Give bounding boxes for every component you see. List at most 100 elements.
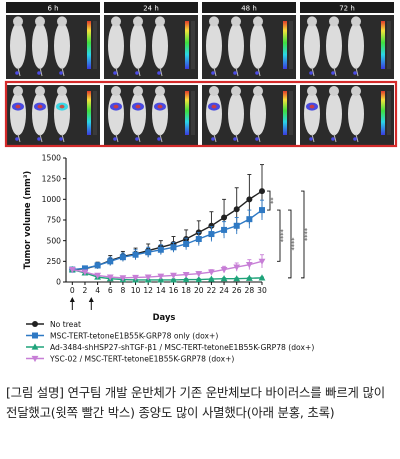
- data-point: [259, 207, 265, 214]
- data-point: [233, 264, 241, 271]
- color-scale-bar: [185, 21, 189, 69]
- x-tick-label: 8: [120, 286, 125, 295]
- x-tick-label: 24: [219, 286, 229, 295]
- data-point: [132, 274, 139, 282]
- data-point: [208, 222, 215, 229]
- mouse-image: [326, 92, 342, 136]
- mouse-image: [304, 92, 320, 136]
- legend-entry: YSC-02 / MSC-TERT-tetoneE1B55K-GRP78 (do…: [26, 354, 234, 363]
- data-point: [144, 274, 152, 281]
- color-scale-bar: [87, 21, 91, 69]
- x-tick-label: 22: [207, 286, 217, 295]
- data-point: [183, 240, 190, 247]
- mouse-image: [250, 92, 266, 136]
- x-tick-label: 28: [245, 286, 255, 295]
- mouse-image: [348, 22, 364, 69]
- mouse-image: [10, 22, 26, 69]
- significance-bracket: **: [267, 190, 277, 211]
- data-point: [182, 275, 190, 283]
- data-point: [157, 246, 164, 253]
- x-tick-label: 10: [131, 286, 141, 295]
- x-tick-label: 6: [108, 286, 113, 295]
- data-point: [245, 262, 253, 269]
- mouse-image: [152, 22, 168, 69]
- mouse-image: [250, 22, 266, 69]
- color-scale-bar: [87, 91, 91, 135]
- data-point: [195, 275, 203, 283]
- x-tick-label: 16: [169, 286, 179, 295]
- timepoint-header: [300, 2, 394, 13]
- data-point: [182, 271, 190, 279]
- timepoint-header: [104, 2, 198, 13]
- mouse-image: [54, 22, 70, 69]
- data-point: [145, 249, 152, 256]
- series-3: [68, 254, 266, 282]
- timepoint-label: 6 h: [47, 5, 58, 13]
- data-point: [195, 271, 203, 278]
- significance-label: ****: [303, 227, 311, 241]
- data-point: [81, 265, 88, 272]
- data-point: [107, 258, 114, 265]
- y-tick-label: 1250: [42, 174, 61, 183]
- series-line: [72, 260, 263, 279]
- x-tick-label: 18: [181, 286, 191, 295]
- data-point: [233, 222, 240, 229]
- data-point: [119, 275, 127, 282]
- y-tick-label: 250: [47, 257, 62, 266]
- data-point: [170, 244, 177, 251]
- color-scale-bar: [283, 21, 287, 69]
- significance-label: ****: [290, 237, 298, 251]
- data-point: [221, 214, 228, 221]
- y-axis-label: Tumor volume (mm³): [22, 171, 32, 270]
- data-point: [106, 274, 114, 281]
- data-point: [81, 269, 89, 276]
- mouse-image: [304, 22, 320, 69]
- mouse-image: [32, 92, 48, 136]
- legend-label: No treat: [50, 320, 81, 329]
- series-line: [72, 190, 263, 271]
- timepoint-label: 24 h: [143, 5, 159, 13]
- y-tick-label: 1500: [42, 154, 61, 163]
- x-tick-label: 14: [156, 286, 166, 295]
- injection-arrow: [69, 297, 75, 310]
- series-0: [69, 164, 265, 273]
- data-point: [208, 269, 215, 276]
- mouse-image: [10, 92, 26, 136]
- data-point: [195, 236, 202, 243]
- legend-label: Ad-3484-shHSP27-shTGF-β1 / MSC-TERT-teto…: [50, 343, 314, 352]
- caption: [그림 설명] 연구팀 개발 운반체가 기존 운반체보다 바이러스를 빠르게 많…: [6, 385, 389, 420]
- series-line: [72, 209, 263, 271]
- x-tick-label: 30: [257, 286, 267, 295]
- highlight-box: [4, 80, 398, 148]
- injection-arrow: [88, 297, 94, 310]
- mouse-image: [108, 22, 124, 69]
- data-point: [132, 251, 139, 258]
- x-axis-label: Days: [153, 312, 176, 322]
- imaging-panel: 6 h 24 h 48 h 72 h: [4, 2, 398, 148]
- significance-bracket: ****: [288, 209, 298, 279]
- data-point: [246, 216, 253, 223]
- timepoint-header: [6, 2, 100, 13]
- mouse-image: [130, 22, 146, 69]
- data-point: [94, 262, 101, 269]
- data-point: [245, 274, 253, 281]
- color-scale-bar: [381, 21, 385, 69]
- data-point: [157, 273, 165, 280]
- legend-label: YSC-02 / MSC-TERT-tetoneE1B55K-GRP78 (do…: [49, 354, 234, 363]
- legend-label: MSC-TERT-tetoneE1B55K-GRP78 only (dox+): [50, 331, 218, 340]
- mouse-image: [228, 92, 244, 136]
- mouse-image: [54, 92, 70, 136]
- y-tick-label: 750: [47, 216, 62, 225]
- mouse-image: [32, 22, 48, 69]
- mouse-image: [108, 92, 124, 136]
- data-point: [220, 267, 228, 274]
- x-tick-label: 26: [232, 286, 242, 295]
- x-tick-label: 4: [95, 286, 100, 295]
- series-line: [72, 268, 263, 281]
- timepoint-label: 48 h: [241, 5, 257, 13]
- legend-entry: Ad-3484-shHSP27-shTGF-β1 / MSC-TERT-teto…: [26, 343, 314, 352]
- data-point: [170, 276, 177, 283]
- legend-entry: No treat: [26, 320, 81, 329]
- timepoint-header: [202, 2, 296, 13]
